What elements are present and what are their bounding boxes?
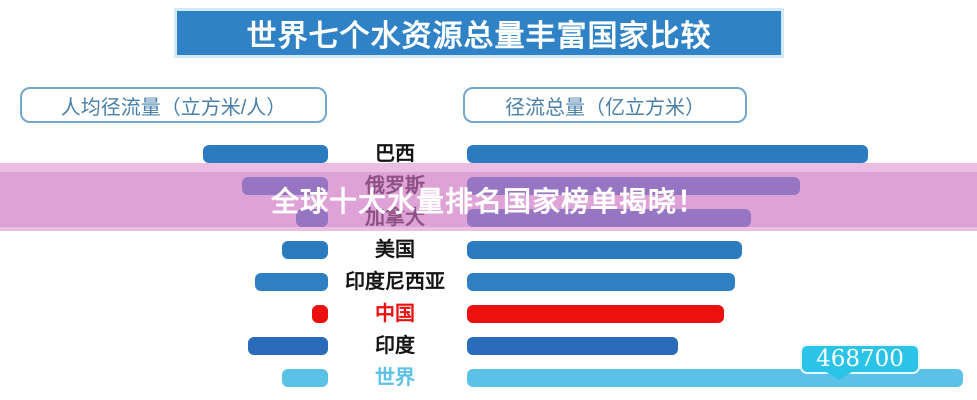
chart-title-banner: 世界七个水资源总量丰富国家比较 [174,8,784,58]
per-capita-runoff-bar [203,145,328,163]
total-runoff-bar [467,145,868,163]
promo-banner-halo-bottom [0,227,977,231]
callout-pointer-icon [826,372,852,380]
right-column-header-label: 径流总量（亿立方米） [505,96,705,119]
left-column-header-box: 人均径流量（立方米/人） [20,87,327,123]
left-column-header-label: 人均径流量（立方米/人） [60,96,287,119]
total-runoff-bar [467,241,742,259]
right-column-header-box: 径流总量（亿立方米） [463,87,747,123]
country-label: 巴西 [375,143,415,165]
per-capita-runoff-bar [282,241,328,259]
per-capita-runoff-bar [255,273,328,291]
country-label: 世界 [375,367,415,389]
total-runoff-bar [467,273,735,291]
per-capita-runoff-bar [248,337,328,355]
country-label: 中国 [375,303,415,325]
promo-banner-halo-top [0,163,977,172]
total-runoff-bar [467,337,678,355]
value-callout-bubble: 468700 [800,344,920,380]
promo-banner: 全球十大水量排名国家榜单揭晓！ [0,172,977,227]
promo-banner-text: 全球十大水量排名国家榜单揭晓！ [270,185,706,217]
callout-value: 468700 [816,346,904,372]
country-label: 印度 [375,335,415,357]
per-capita-runoff-bar [312,305,328,323]
chart-title: 世界七个水资源总量丰富国家比较 [246,20,712,53]
total-runoff-bar [467,305,724,323]
country-label: 美国 [375,239,415,261]
country-label: 印度尼西亚 [345,271,445,293]
per-capita-runoff-bar [282,369,328,387]
